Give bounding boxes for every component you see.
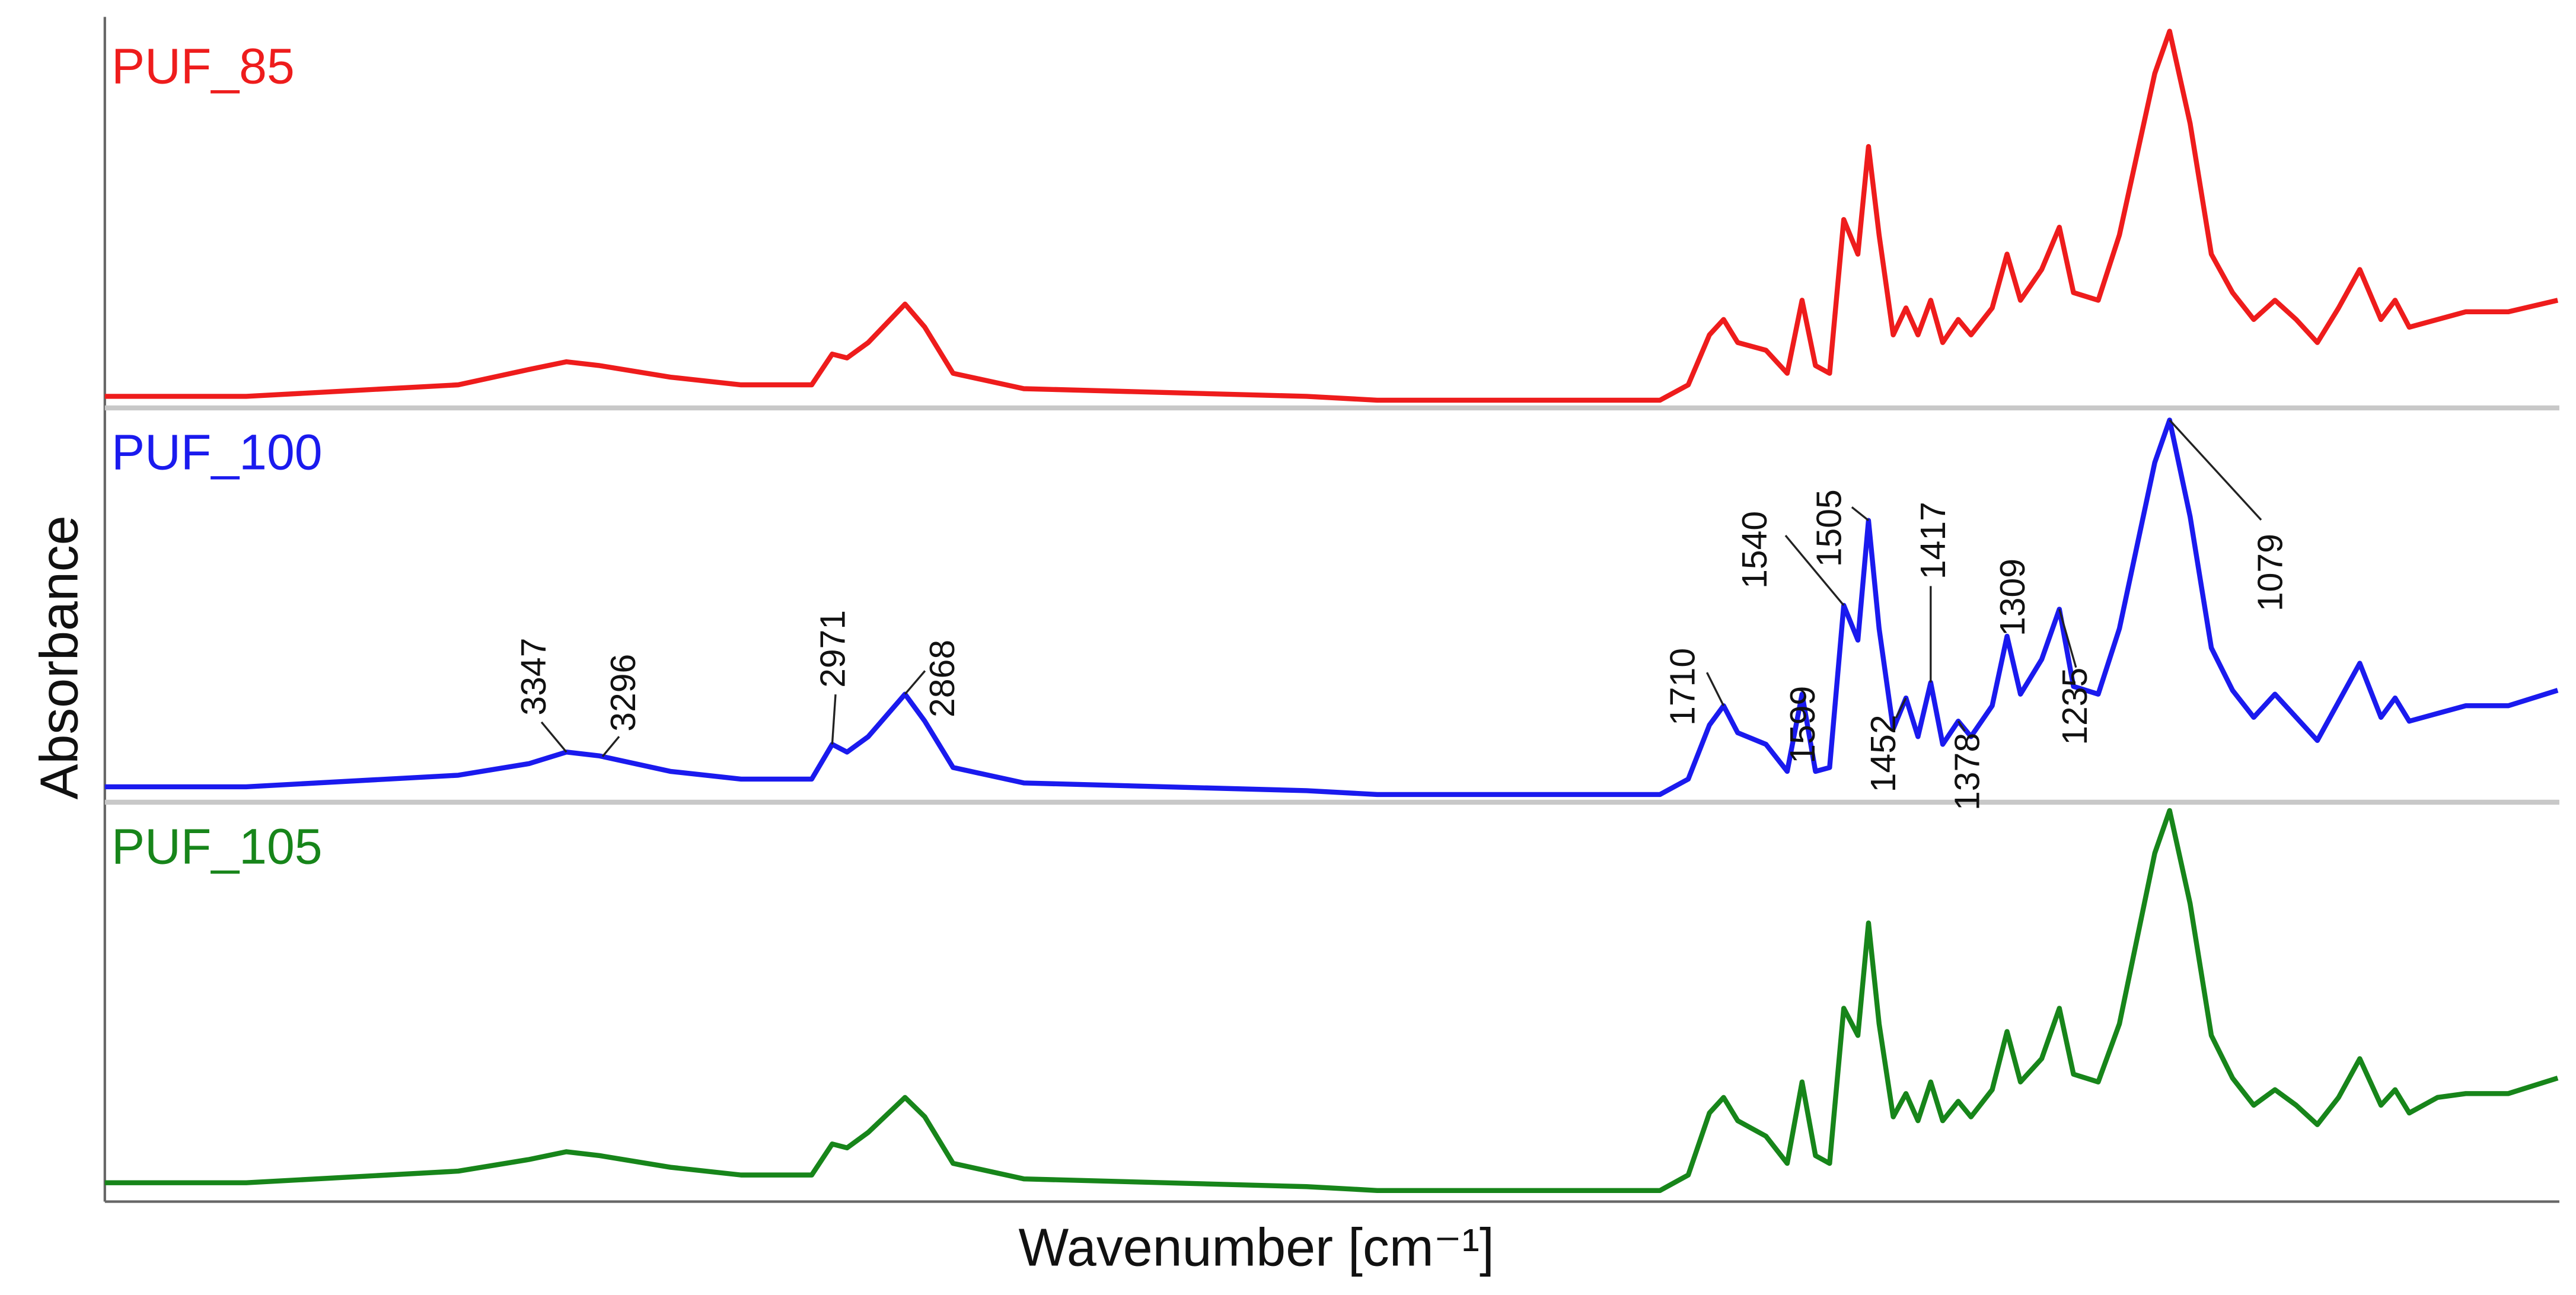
peak-label: 1309 <box>1994 559 2032 636</box>
spectrum-line <box>104 417 2559 798</box>
peak-label: 1710 <box>1664 648 1703 726</box>
peak-leader <box>1784 535 1845 607</box>
peak-leader <box>1851 506 1869 522</box>
peak-label: 1599 <box>1784 686 1822 764</box>
peak-label: 2868 <box>923 640 962 717</box>
peak-leader <box>1895 697 1907 719</box>
peak-label: 1417 <box>1914 502 1953 579</box>
peak-label: 1235 <box>2056 668 2094 745</box>
peak-label: 2971 <box>814 610 853 688</box>
peak-label: 3296 <box>604 654 643 732</box>
peak-leader <box>2058 608 2077 668</box>
peak-leader <box>831 694 837 745</box>
peak-leader <box>904 670 926 695</box>
peak-leader <box>2169 419 2262 521</box>
peak-label: 1079 <box>2251 534 2290 611</box>
peak-leader <box>1705 672 1725 706</box>
peak-label: 1378 <box>1948 733 1987 811</box>
series-label: PUF_100 <box>111 425 323 480</box>
x-axis-label: Wavenumber [cm⁻¹] <box>1018 1218 1494 1277</box>
peak-label: 1452 <box>1864 715 1903 792</box>
spectrum-line <box>104 808 2559 1193</box>
peak-leader <box>601 736 620 757</box>
peak-label: 1540 <box>1736 511 1774 589</box>
peak-leader <box>1957 720 1966 732</box>
spectrum-line <box>104 28 2559 403</box>
y-axis-label: Absorbance <box>30 515 89 799</box>
series-label: PUF_105 <box>111 819 323 875</box>
peak-leader <box>540 721 568 753</box>
series-label: PUF_85 <box>111 38 295 94</box>
peak-label: 1505 <box>1810 489 1849 567</box>
peak-label: 3347 <box>515 638 553 716</box>
